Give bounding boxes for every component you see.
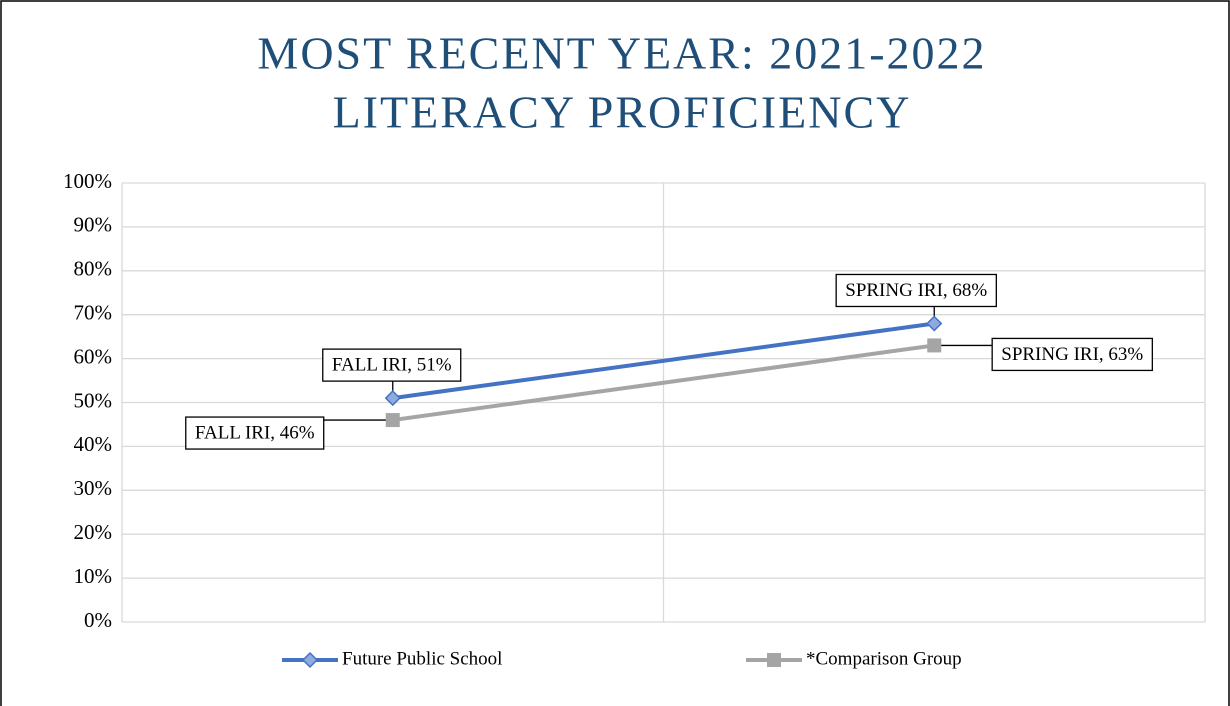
legend-marker bbox=[301, 651, 319, 669]
data-label-box bbox=[185, 416, 325, 450]
data-label: FALL IRI, 51% bbox=[322, 348, 462, 399]
point bbox=[385, 413, 400, 428]
data-label: FALL IRI, 46% bbox=[185, 416, 393, 450]
chart-title: MOST RECENT YEAR: 2021-2022 bbox=[257, 28, 986, 79]
data-label-box bbox=[835, 273, 997, 308]
y-tick-label: 20% bbox=[74, 520, 113, 544]
point bbox=[927, 338, 942, 353]
series-line bbox=[392, 343, 935, 423]
legend-marker bbox=[767, 653, 781, 667]
chart-title: LITERACY PROFICIENCY bbox=[333, 87, 912, 138]
point bbox=[926, 315, 943, 332]
data-label-text: SPRING IRI, 63% bbox=[1001, 344, 1143, 365]
legend-label: Future Public School bbox=[342, 648, 502, 669]
y-tick-label: 70% bbox=[74, 301, 113, 325]
data-label-box bbox=[991, 337, 1153, 372]
data-label-text: FALL IRI, 51% bbox=[332, 354, 452, 375]
y-tick-label: 10% bbox=[74, 564, 113, 588]
data-label: SPRING IRI, 68% bbox=[835, 273, 997, 324]
series-line bbox=[392, 321, 935, 401]
y-tick-label: 40% bbox=[74, 432, 113, 456]
data-label: SPRING IRI, 63% bbox=[934, 337, 1153, 372]
data-label-box bbox=[322, 348, 462, 382]
legend-label: *Comparison Group bbox=[806, 648, 962, 669]
y-tick-label: 0% bbox=[84, 608, 112, 632]
y-tick-label: 60% bbox=[74, 344, 113, 368]
y-tick-label: 50% bbox=[74, 388, 113, 412]
y-tick-label: 80% bbox=[74, 257, 113, 281]
y-tick-label: 100% bbox=[63, 169, 112, 193]
data-label-text: FALL IRI, 46% bbox=[195, 422, 315, 443]
point bbox=[384, 390, 401, 407]
data-label-text: SPRING IRI, 68% bbox=[845, 280, 987, 301]
y-tick-label: 30% bbox=[74, 476, 113, 500]
y-tick-label: 90% bbox=[74, 213, 113, 237]
